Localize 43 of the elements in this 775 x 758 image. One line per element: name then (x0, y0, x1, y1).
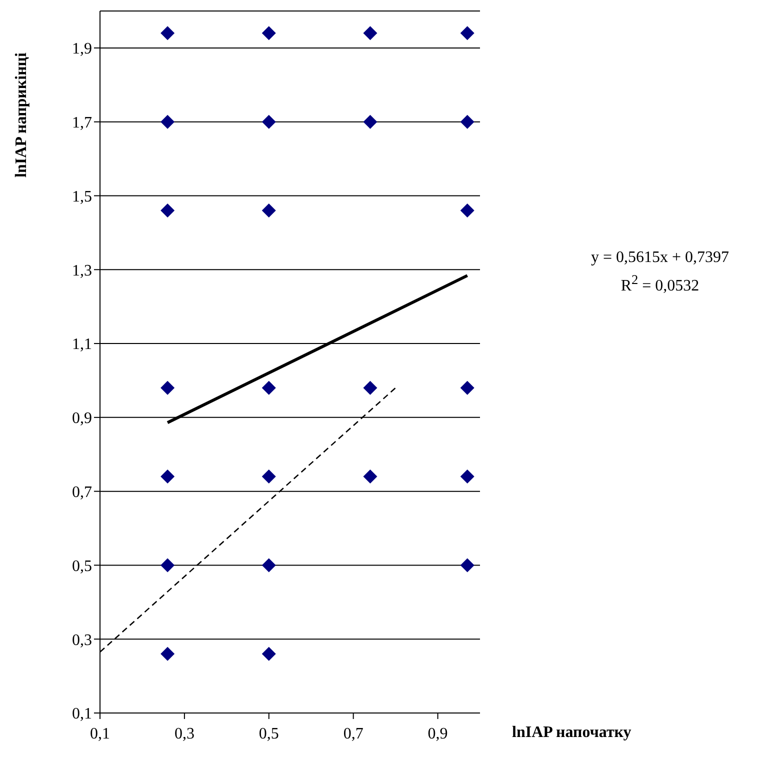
y-axis-title: lnIAP наприкінці (13, 52, 31, 178)
y-tick-label: 1,9 (72, 40, 92, 58)
y-tick-label: 0,7 (72, 484, 92, 501)
point (262, 26, 276, 40)
point (460, 558, 474, 572)
point (460, 204, 474, 218)
y-tick-label: 1,5 (72, 188, 92, 206)
x-tick-label: 0,5 (258, 725, 279, 742)
point (460, 114, 474, 129)
y-tick-label: 0,1 (72, 706, 92, 723)
point (262, 558, 276, 572)
y-tick-label: 1,3 (72, 262, 92, 280)
point (262, 380, 276, 395)
point (160, 380, 175, 395)
point (160, 204, 175, 218)
point (160, 646, 175, 661)
text: y = 0,5615x + 0,7397 (590, 248, 730, 268)
text: R$^{2}$ = 0,0532 (620, 271, 700, 296)
point (363, 114, 378, 129)
y-tick-label: 1,7 (72, 114, 92, 132)
point (262, 204, 276, 218)
point (160, 114, 175, 129)
point (262, 646, 276, 661)
point (160, 558, 175, 572)
point (363, 26, 378, 40)
y-tick-label: 1,1 (72, 336, 92, 354)
point (363, 380, 378, 395)
point (460, 26, 474, 40)
point (460, 380, 474, 395)
y-tick-label: 0,5 (72, 558, 92, 575)
y-tick-label: 0,3 (72, 632, 92, 649)
x-tick-label: 0,3 (174, 725, 194, 742)
x-axis-title: lnIAP напочатку (512, 724, 632, 742)
x-tick-label: 0,1 (90, 725, 110, 742)
x-tick-label: 0,7 (343, 725, 364, 742)
point (460, 470, 474, 484)
x-tick-label: 0,9 (428, 725, 448, 742)
point (363, 470, 378, 484)
point (160, 26, 175, 40)
y-tick-label: 0,9 (72, 410, 92, 428)
point (262, 470, 276, 484)
point (262, 114, 276, 129)
point (160, 470, 175, 484)
